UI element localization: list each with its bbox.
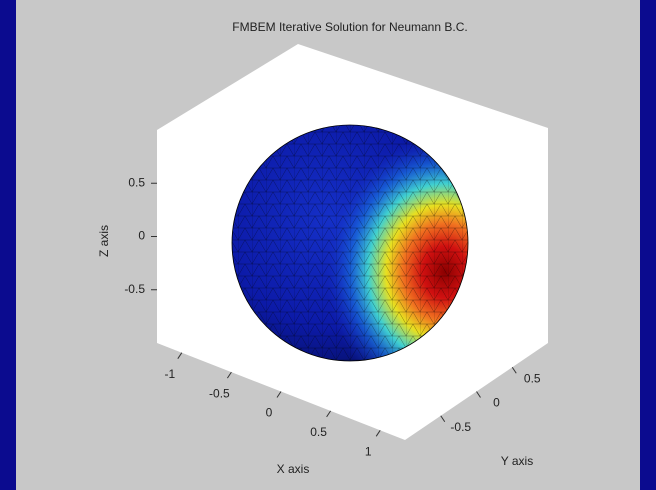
- y-tick: [511, 366, 517, 374]
- x-tick: [177, 352, 183, 359]
- x-axis-label: X axis: [277, 462, 310, 476]
- y-tick: [440, 415, 446, 423]
- x-tick-label: 0: [266, 406, 273, 420]
- y-tick: [476, 391, 481, 398]
- z-tick-label: 0.5: [128, 175, 145, 189]
- chart-title: FMBEM Iterative Solution for Neumann B.C…: [232, 20, 467, 34]
- z-axis-label: Z axis: [97, 225, 111, 257]
- z-tick-label: -0.5: [124, 282, 145, 296]
- sphere: [231, 124, 469, 362]
- y-tick-label: 0.5: [524, 371, 541, 385]
- x-tick-label: -1: [164, 367, 175, 381]
- y-tick-label: 0: [493, 396, 500, 410]
- z-tick-label: 0: [138, 229, 145, 243]
- x-tick-label: 1: [365, 444, 372, 458]
- x-tick: [326, 410, 332, 418]
- x-tick: [226, 371, 232, 379]
- x-tick: [276, 391, 282, 398]
- y-axis-label: Y axis: [501, 454, 533, 468]
- x-tick-label: -0.5: [209, 386, 230, 400]
- x-tick: [375, 430, 381, 437]
- y-tick-label: -0.5: [450, 420, 471, 434]
- x-tick-label: 0.5: [310, 425, 327, 439]
